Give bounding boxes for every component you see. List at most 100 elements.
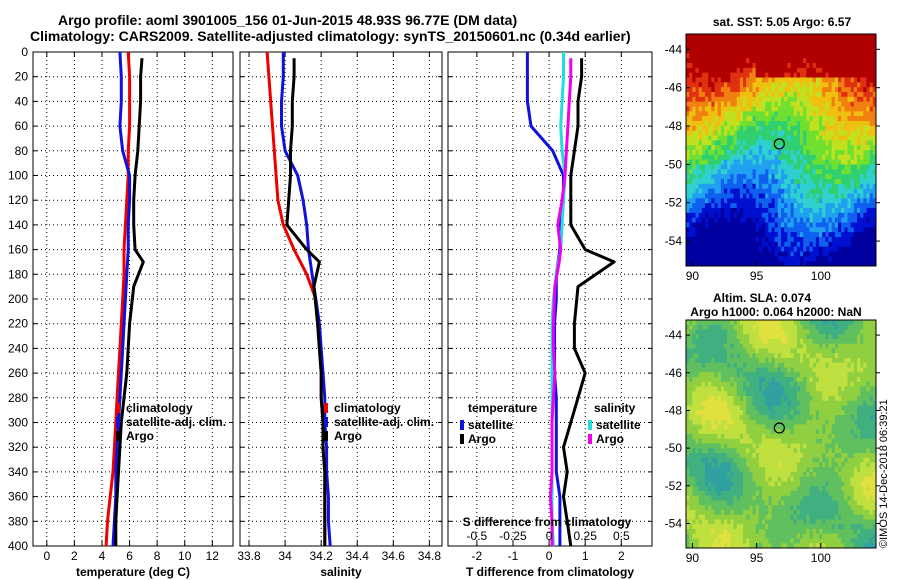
map-cell [857,429,861,435]
map-cell [781,193,785,199]
map-cell [765,381,769,387]
map-cell [796,339,801,345]
map-cell [857,386,861,392]
map-cell [771,53,776,59]
map-cell [828,43,833,49]
map-cell [822,198,826,204]
map-cell [743,391,747,397]
map-cell [727,63,731,69]
map-cell [819,164,823,170]
map-cell [863,339,867,345]
map-cell [844,372,848,378]
map-cell [774,164,779,170]
map-cell [768,320,772,326]
map-cell [743,329,747,335]
map-cell [755,58,760,64]
map-cell [698,67,703,74]
map-cell [834,150,839,156]
map-cell [701,67,706,74]
map-cell [724,48,728,54]
map-cell [834,434,839,440]
map-cell [809,72,814,78]
map-cell [730,227,734,233]
map-cell [819,38,823,45]
map-cell [844,353,848,359]
map-cell [790,429,795,435]
map-cell [714,116,719,122]
map-cell [765,72,769,78]
map-cell [793,48,798,54]
map-cell [746,212,750,219]
map-cell [831,67,836,74]
map-cell [866,334,871,340]
map-cell [834,63,839,69]
map-cell [819,339,823,345]
map-cell [746,372,750,378]
map-cell [790,396,795,402]
map-cell [730,367,734,373]
map-cell [800,410,804,416]
map-cell [806,111,810,117]
map-cell [869,179,874,185]
map-cell [857,53,861,59]
map-cell [838,67,842,74]
map-cell [733,154,738,161]
map-cell [853,92,858,98]
map-cell [774,367,779,373]
map-cell [869,377,874,383]
map-cell [749,198,753,204]
map-cell [784,391,788,397]
map-cell [863,329,867,335]
map-cell [844,434,848,440]
map-cell [838,410,842,416]
map-cell [762,183,766,190]
map-cell [720,237,725,243]
map-cell [777,453,782,459]
map-cell [771,246,776,252]
map-cell [733,453,738,459]
map-cell [692,125,696,132]
map-cell [689,116,693,122]
map-cell [863,391,867,397]
map-cell [838,372,842,378]
map-cell [844,77,848,83]
map-cell [784,174,788,180]
map-cell [717,232,722,238]
map-cell [781,222,785,228]
map-cell [857,101,861,107]
map-cell [711,38,715,45]
map-cell [755,203,760,209]
map-cell [739,130,744,136]
map-cell [860,343,864,349]
map-cell [774,67,779,74]
map-cell [768,111,772,117]
map-cell [705,241,709,248]
map-cell [686,140,690,146]
map-cell [860,381,864,387]
map-cell [762,251,766,257]
map-cell [717,372,722,378]
map-cell [838,343,842,349]
map-cell [860,246,864,252]
map-cell [777,193,782,199]
map-cell [828,193,833,199]
map-cell [695,111,700,117]
map-cell [866,208,871,214]
map-cell [853,169,858,175]
map-cell [863,324,867,330]
map-cell [739,63,744,69]
map-cell [714,135,719,141]
map-cell [853,424,858,430]
map-cell [708,381,712,387]
map-cell [749,125,753,132]
map-cell [834,164,839,170]
map-cell [733,415,738,421]
map-cell [790,106,795,112]
map-cell [720,179,725,185]
map-cell [701,396,706,402]
map-cell [746,121,750,127]
map-cell [819,424,823,430]
map-cell [749,324,753,330]
map-cell [790,358,795,364]
map-cell [806,419,810,425]
